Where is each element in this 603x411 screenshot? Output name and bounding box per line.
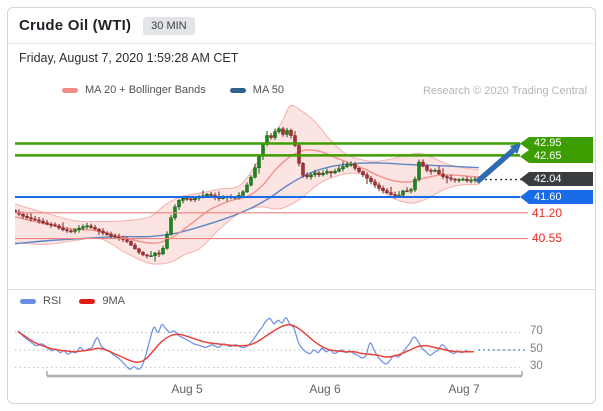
rsi-indicator-chart — [15, 316, 525, 378]
research-watermark: Research © 2020 Trading Central — [422, 85, 587, 97]
ma50-legend-swatch — [229, 87, 246, 93]
rsi-scale-70: 70 — [530, 325, 543, 337]
rsi-9ma-legend-swatch — [79, 298, 96, 304]
ma50-legend-label: MA 50 — [252, 84, 284, 96]
resistance-tag-1: 42.95 — [520, 137, 593, 150]
ma20-legend-label: MA 20 + Bollinger Bands — [85, 84, 206, 96]
date-line: Friday, August 7, 2020 1:59:28 AM CET — [19, 50, 239, 65]
price-plot-area — [15, 104, 481, 265]
rsi-plot-area — [17, 316, 475, 370]
support-level-text-2: 40.55 — [532, 231, 563, 245]
timeframe-badge: 30 MIN — [143, 16, 195, 35]
last-price-tag: 42.04 — [520, 172, 593, 186]
rsi-legend-label: RSI — [43, 295, 62, 307]
legend-item-ma20-bollinger: MA 20 + Bollinger Bands — [62, 84, 206, 96]
chart-card: Crude Oil (WTI) 30 MIN Friday, August 7,… — [7, 7, 596, 404]
header: Crude Oil (WTI) 30 MIN — [8, 8, 595, 44]
support-tag: 41.60 — [520, 190, 593, 204]
rsi-scale-30: 30 — [530, 360, 543, 372]
instrument-title: Crude Oil (WTI) — [19, 17, 132, 34]
rsi-9ma-legend-label: 9MA — [102, 295, 125, 307]
legend-item-9ma: 9MA — [79, 295, 125, 307]
forecast-arrow-head — [509, 143, 521, 155]
main-chart-legend: MA 20 + Bollinger Bands MA 50 — [62, 84, 284, 96]
legend-item-ma50: MA 50 — [229, 84, 284, 96]
rsi-line — [17, 316, 475, 370]
rsi-legend-swatch — [20, 298, 36, 304]
chart-body: MA 20 + Bollinger Bands MA 50 Research ©… — [8, 71, 595, 403]
main-price-chart — [15, 104, 528, 265]
resistance-tag-2: 42.65 — [520, 150, 593, 163]
rsi-9ma-line — [17, 323, 474, 364]
bollinger-upper-line — [15, 104, 480, 223]
ma20-legend-swatch — [62, 87, 78, 93]
rsi-scale-50: 50 — [530, 343, 543, 355]
support-level-text-1: 41.20 — [532, 206, 563, 220]
x-axis-label-aug6: Aug 6 — [309, 382, 341, 396]
forecast-arrow-shaft — [475, 148, 516, 184]
rsi-legend: RSI 9MA — [20, 295, 125, 307]
legend-item-rsi: RSI — [20, 295, 61, 307]
x-axis-label-aug7: Aug 7 — [448, 382, 480, 396]
rsi-panel-divider — [8, 289, 595, 290]
x-axis-label-aug5: Aug 5 — [171, 382, 203, 396]
bollinger-lower-line — [15, 172, 480, 265]
